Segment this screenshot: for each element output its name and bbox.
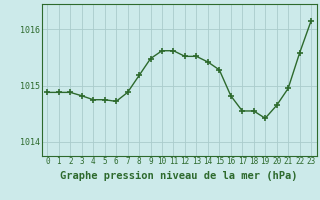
X-axis label: Graphe pression niveau de la mer (hPa): Graphe pression niveau de la mer (hPa) xyxy=(60,171,298,181)
